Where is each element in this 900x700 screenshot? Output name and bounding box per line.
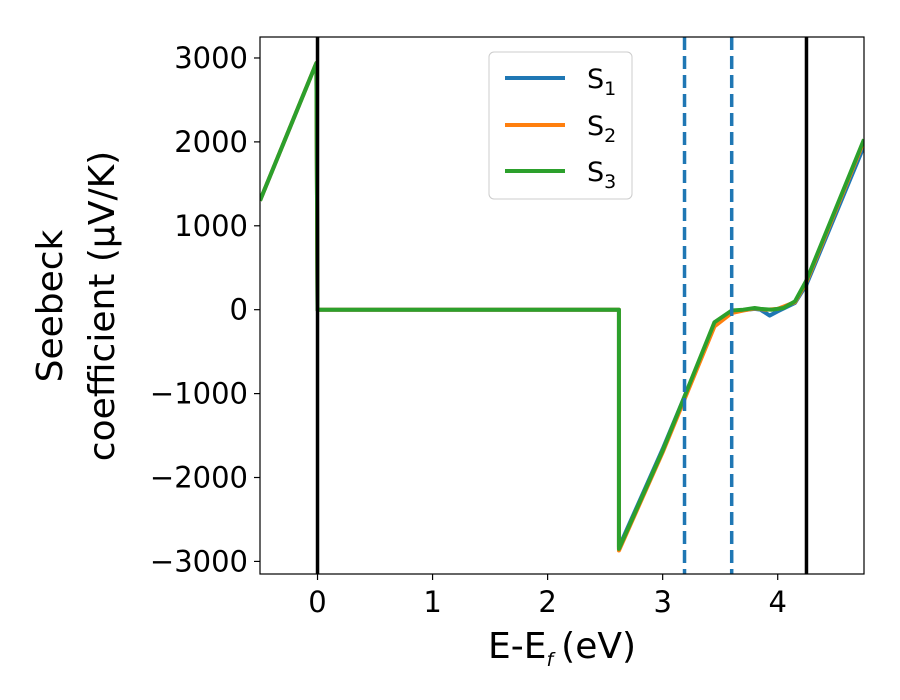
y-tick-label: 1000 xyxy=(174,209,248,243)
legend-label-s2: S2 xyxy=(587,111,616,147)
x-tick-label: 3 xyxy=(653,585,671,619)
x-axis-label: E-Ef (eV) xyxy=(488,626,636,671)
x-tick-label: 4 xyxy=(768,585,786,619)
y-tick-label: −3000 xyxy=(150,544,248,578)
axis-ticks: 0 1 2 3 4 −3000 −2000 −1000 0 1000 2000 3000 xyxy=(150,41,787,619)
y-tick-label: 0 xyxy=(230,293,248,327)
legend: S1 S2 S3 xyxy=(488,51,633,200)
y-tick-label: 3000 xyxy=(174,41,248,75)
x-tick-label: 2 xyxy=(538,585,556,619)
plot-area xyxy=(260,37,864,574)
y-tick-label: −2000 xyxy=(150,461,248,495)
x-tick-label: 1 xyxy=(423,585,441,619)
series-line-s3 xyxy=(260,61,864,551)
y-axis-label-line1: Seebeck xyxy=(30,229,71,382)
legend-label-s3: S3 xyxy=(587,157,616,193)
y-tick-label: 2000 xyxy=(174,125,248,159)
y-tick-label: −1000 xyxy=(150,377,248,411)
plot-frame xyxy=(259,36,865,575)
y-axis-label-line2: coefficient (μV/K) xyxy=(82,151,123,461)
legend-label-s1: S1 xyxy=(587,64,616,100)
x-tick-label: 0 xyxy=(308,585,326,619)
y-axis-label-group: Seebeck coefficient (μV/K) xyxy=(30,151,123,461)
